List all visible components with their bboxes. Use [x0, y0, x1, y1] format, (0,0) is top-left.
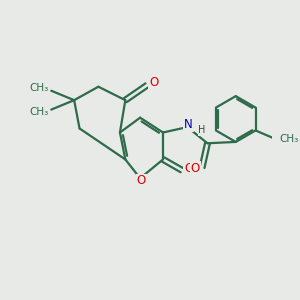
Text: O: O [191, 162, 200, 176]
Text: O: O [137, 175, 146, 188]
Text: O: O [149, 76, 158, 89]
Text: CH₃: CH₃ [280, 134, 299, 144]
Text: CH₃: CH₃ [29, 107, 49, 117]
Text: O: O [184, 162, 193, 176]
Text: CH₃: CH₃ [29, 83, 49, 93]
Text: H: H [198, 125, 206, 135]
Text: N: N [184, 118, 193, 131]
